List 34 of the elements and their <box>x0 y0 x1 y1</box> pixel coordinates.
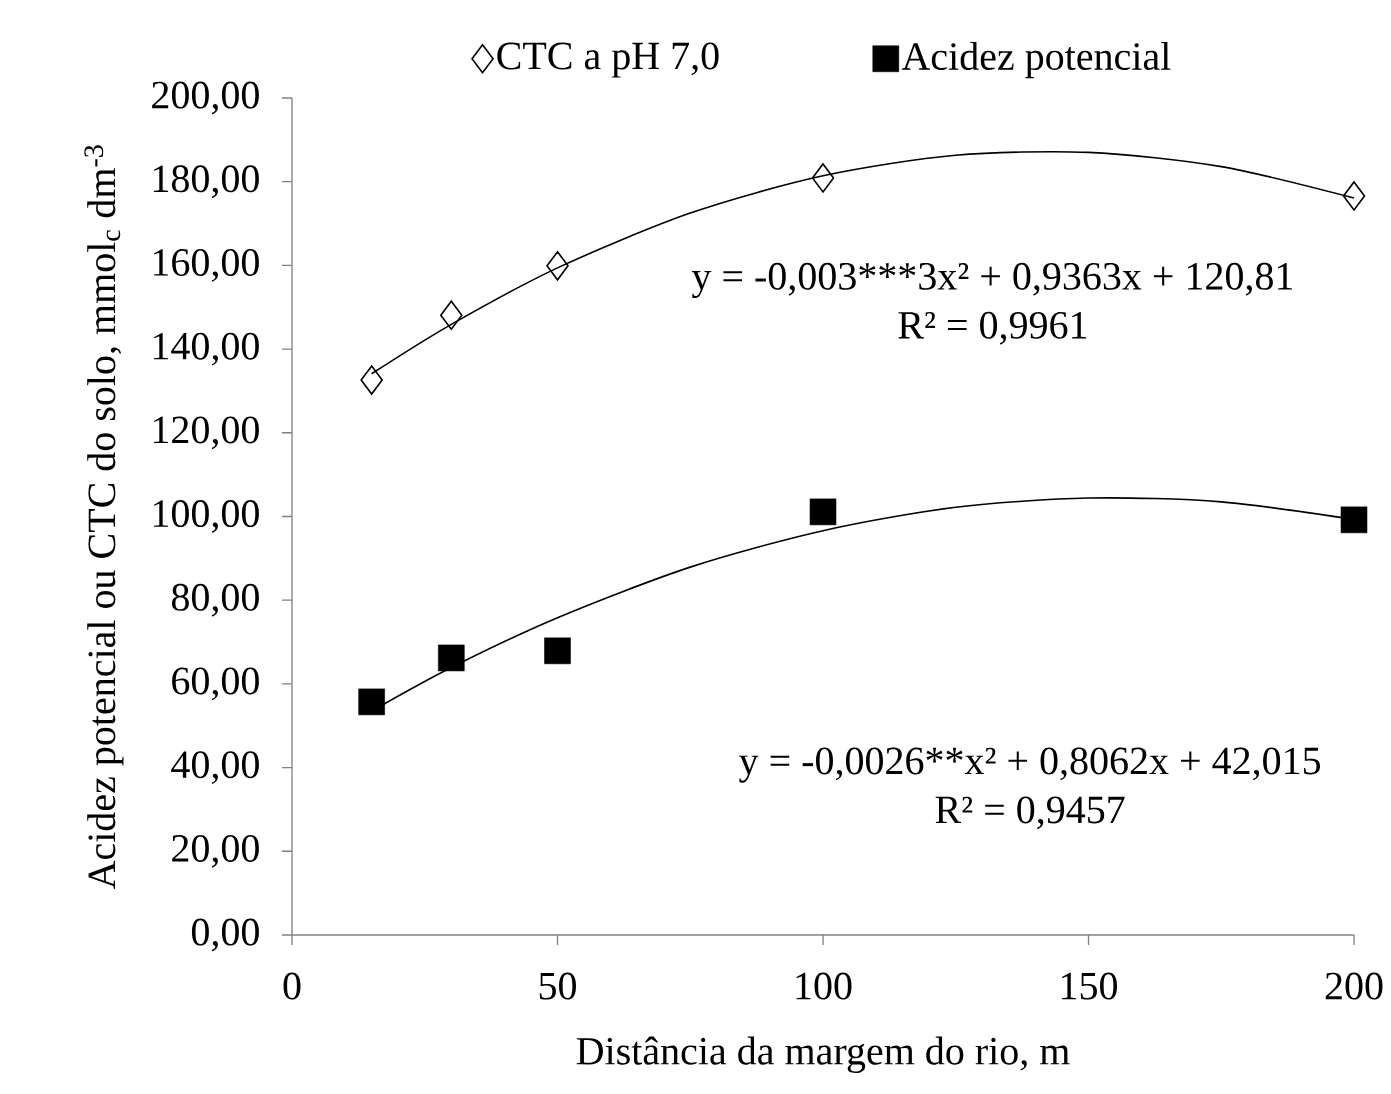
x-tick-label: 100 <box>796 972 852 1000</box>
legend-label: CTC a pH 7,0 <box>497 42 719 78</box>
x-tick-label: 200 <box>1325 972 1383 1000</box>
y-tick-label: 100,00 <box>153 500 259 533</box>
point <box>544 637 571 665</box>
y-axis-title: Acidez potencial ou CTC do solo, mmol$_{c}$ dm$^{-3}$ <box>84 145 124 890</box>
y-tick-label: 0,00 <box>191 918 259 952</box>
y-tick-label: 160,00 <box>153 249 259 282</box>
point <box>809 498 837 526</box>
y-tick-label: 200,00 <box>152 81 259 115</box>
point <box>358 688 385 716</box>
annotation: y = -0,003***3x² + 0,9363x + 120,81 <box>691 262 1293 299</box>
y-tick-label: 120,00 <box>153 416 259 450</box>
point <box>1342 181 1366 211</box>
annotation: y = -0,0026**x² + 0,8062x + 42,015 <box>739 747 1321 783</box>
point <box>360 365 383 395</box>
x-tick-label: 150 <box>1062 972 1117 1000</box>
point <box>440 300 463 330</box>
x-tick-label: 50 <box>539 972 576 1000</box>
point <box>811 163 835 193</box>
point <box>1340 506 1368 534</box>
point <box>546 251 569 281</box>
y-tick-label: 40,00 <box>171 751 259 784</box>
y-tick-label: 20,00 <box>172 834 259 868</box>
annotation: R² = 0,9457 <box>935 796 1125 830</box>
x-tick-label: 0 <box>283 972 301 1000</box>
y-tick-label: 80,00 <box>171 583 259 617</box>
annotation: R² = 0,9961 <box>898 311 1087 345</box>
y-tick-label: 140,00 <box>153 332 259 366</box>
x-axis-title: Distância da margem do rio, m <box>576 1036 1070 1073</box>
y-tick-label: 60,00 <box>172 667 259 701</box>
point <box>438 644 465 672</box>
y-tick-label: 180,00 <box>153 165 259 199</box>
legend-label: Acidez potencial <box>901 41 1171 79</box>
